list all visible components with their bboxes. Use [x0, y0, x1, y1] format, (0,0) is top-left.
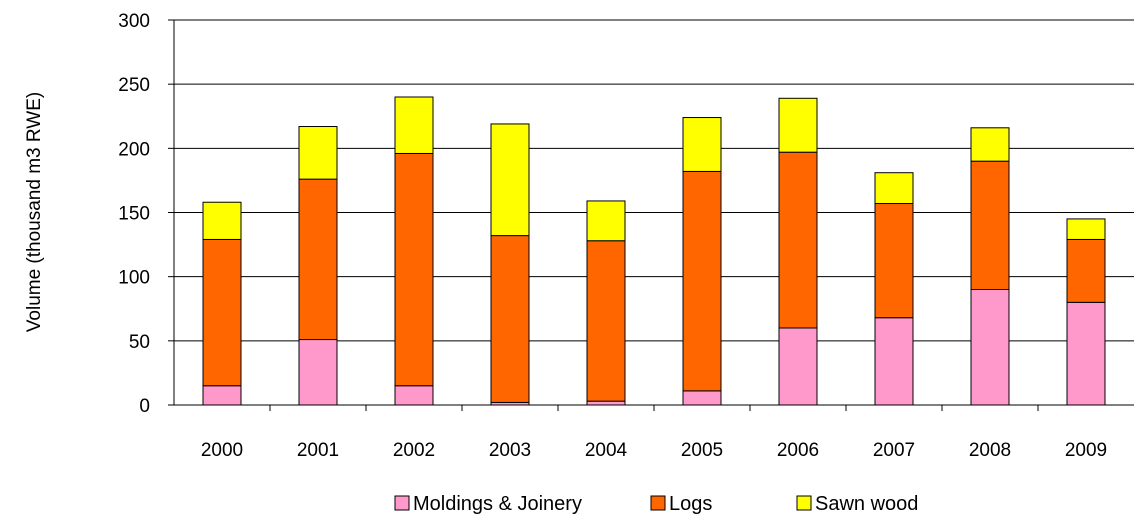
bar-2008-series-2	[970, 127, 1010, 162]
y-tick-label: 100	[118, 268, 150, 289]
bar-2005-series-1	[682, 170, 722, 392]
bar-2003-series-1	[490, 235, 530, 403]
bar-2004-series-1	[586, 240, 626, 402]
bar-2009-series-1	[1066, 238, 1106, 303]
bar-2002-series-0	[394, 385, 434, 406]
bar-2008-series-1	[970, 160, 1010, 290]
legend-label: Moldings & Joinery	[413, 493, 582, 515]
bar-2004-series-0	[586, 400, 626, 406]
legend-label: Sawn wood	[815, 493, 918, 515]
y-axis-title: Volume (thousand m3 RWE)	[24, 92, 45, 332]
bar-2002-series-2	[394, 96, 434, 154]
bar-2001-series-2	[298, 126, 338, 180]
bar-2000-series-1	[202, 238, 242, 387]
y-tick-label: 200	[118, 139, 150, 160]
bar-2006-series-1	[778, 151, 818, 329]
x-tick-label: 2008	[969, 440, 1011, 461]
y-tick-label: 150	[118, 204, 150, 225]
x-tick-label: 2005	[681, 440, 723, 461]
bar-2009-series-0	[1066, 301, 1106, 406]
bar-2002-series-1	[394, 152, 434, 387]
bar-2009-series-2	[1066, 218, 1106, 240]
tick-labels: 0 50 100 150 200 250 300 2000 2001 2002 2003 2004 20…	[118, 11, 1107, 461]
bar-2001-series-1	[298, 178, 338, 341]
axes	[168, 19, 1134, 411]
y-tick-label: 0	[139, 396, 150, 417]
bar-2000-series-2	[202, 201, 242, 240]
y-tick-label: 250	[118, 75, 150, 96]
legend-swatch	[796, 495, 812, 511]
bar-2000-series-0	[202, 385, 242, 406]
bar-2008-series-0	[970, 289, 1010, 406]
x-tick-label: 2001	[297, 440, 339, 461]
bar-2007-series-1	[874, 203, 914, 319]
legend-swatch	[650, 495, 666, 511]
bar-2006-series-2	[778, 97, 818, 153]
bar-2004-series-2	[586, 200, 626, 242]
bar-2001-series-0	[298, 339, 338, 406]
y-tick-label: 50	[129, 332, 150, 353]
x-tick-label: 2000	[201, 440, 243, 461]
x-tick-label: 2002	[393, 440, 435, 461]
bar-2006-series-0	[778, 327, 818, 406]
x-tick-label: 2006	[777, 440, 819, 461]
x-tick-label: 2003	[489, 440, 531, 461]
bar-2007-series-2	[874, 172, 914, 205]
legend: Moldings & Joinery Logs Sawn wood	[394, 493, 918, 515]
x-tick-label: 2007	[873, 440, 915, 461]
legend-swatch	[394, 495, 410, 511]
y-tick-label: 300	[118, 11, 150, 32]
bar-2003-series-2	[490, 123, 530, 237]
bar-2007-series-0	[874, 317, 914, 406]
bars	[202, 96, 1106, 406]
legend-label: Logs	[669, 493, 712, 515]
x-tick-label: 2004	[585, 440, 628, 461]
x-tick-label: 2009	[1065, 440, 1107, 461]
bar-2005-series-0	[682, 390, 722, 406]
bar-2005-series-2	[682, 117, 722, 172]
